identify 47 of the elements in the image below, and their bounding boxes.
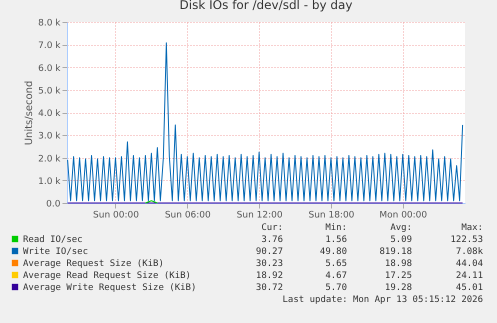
y-tick-label: 7.0 k [38, 41, 62, 52]
legend-label: Average Read Request Size (KiB) [23, 271, 191, 281]
legend-label: Write IO/sec [23, 247, 88, 257]
text: 19.28 [384, 283, 412, 293]
y-tick-label: 2.0 k [38, 154, 62, 164]
y-tick-label: 3.0 k [38, 132, 62, 142]
text: 18.92 [256, 271, 283, 281]
text: 45.01 [456, 283, 483, 293]
x-tick-label: Mon 00:00 [379, 210, 428, 220]
text: Max: [461, 223, 483, 233]
text: 24.11 [456, 271, 483, 281]
y-tick-label: 4.0 k [38, 109, 62, 119]
text: 5.70 [325, 283, 347, 293]
text: 18.98 [384, 259, 412, 269]
text: Avg: [390, 223, 412, 233]
text: 90.27 [256, 247, 283, 257]
text: 44.04 [456, 259, 483, 269]
text: Cur: [261, 223, 283, 233]
y-tick-label: 0.0 [46, 200, 61, 210]
text: 17.25 [384, 271, 412, 281]
text: 49.80 [320, 247, 347, 257]
text: 819.18 [379, 247, 412, 257]
chart-title: Disk IOs for /dev/sdl - by day [180, 0, 352, 12]
legend-label: Average Request Size (KiB) [23, 259, 164, 269]
text: 4.67 [325, 271, 347, 281]
text: 7.08k [456, 247, 484, 257]
text: 30.23 [256, 259, 283, 269]
text: 5.09 [390, 235, 412, 245]
text: 122.53 [450, 235, 483, 245]
x-tick-label: Sun 06:00 [164, 210, 212, 220]
x-tick-label: Sun 12:00 [236, 210, 283, 220]
y-tick-label: 1.0 k [38, 176, 62, 187]
text: 5.65 [325, 259, 347, 269]
text: 3.76 [261, 235, 283, 245]
line-series [67, 42, 464, 202]
text: 30.72 [256, 283, 283, 293]
y-tick-label: 6.0 k [38, 64, 62, 74]
x-tick-label: Sun 18:00 [308, 210, 355, 220]
legend-label: Average Write Request Size (KiB) [23, 283, 196, 293]
text: 1.56 [325, 235, 347, 245]
legend-label: Read IO/sec [23, 235, 83, 245]
y-axis-title: Units/second [24, 80, 36, 146]
y-tick-label: 8.0 k [38, 18, 62, 28]
text: Min: [325, 223, 347, 233]
y-tick-label: 5.0 k [38, 86, 62, 96]
x-tick-label: Sun 00:00 [93, 210, 140, 220]
text: Last update: Mon Apr 13 05:15:12 2026 [282, 295, 483, 305]
